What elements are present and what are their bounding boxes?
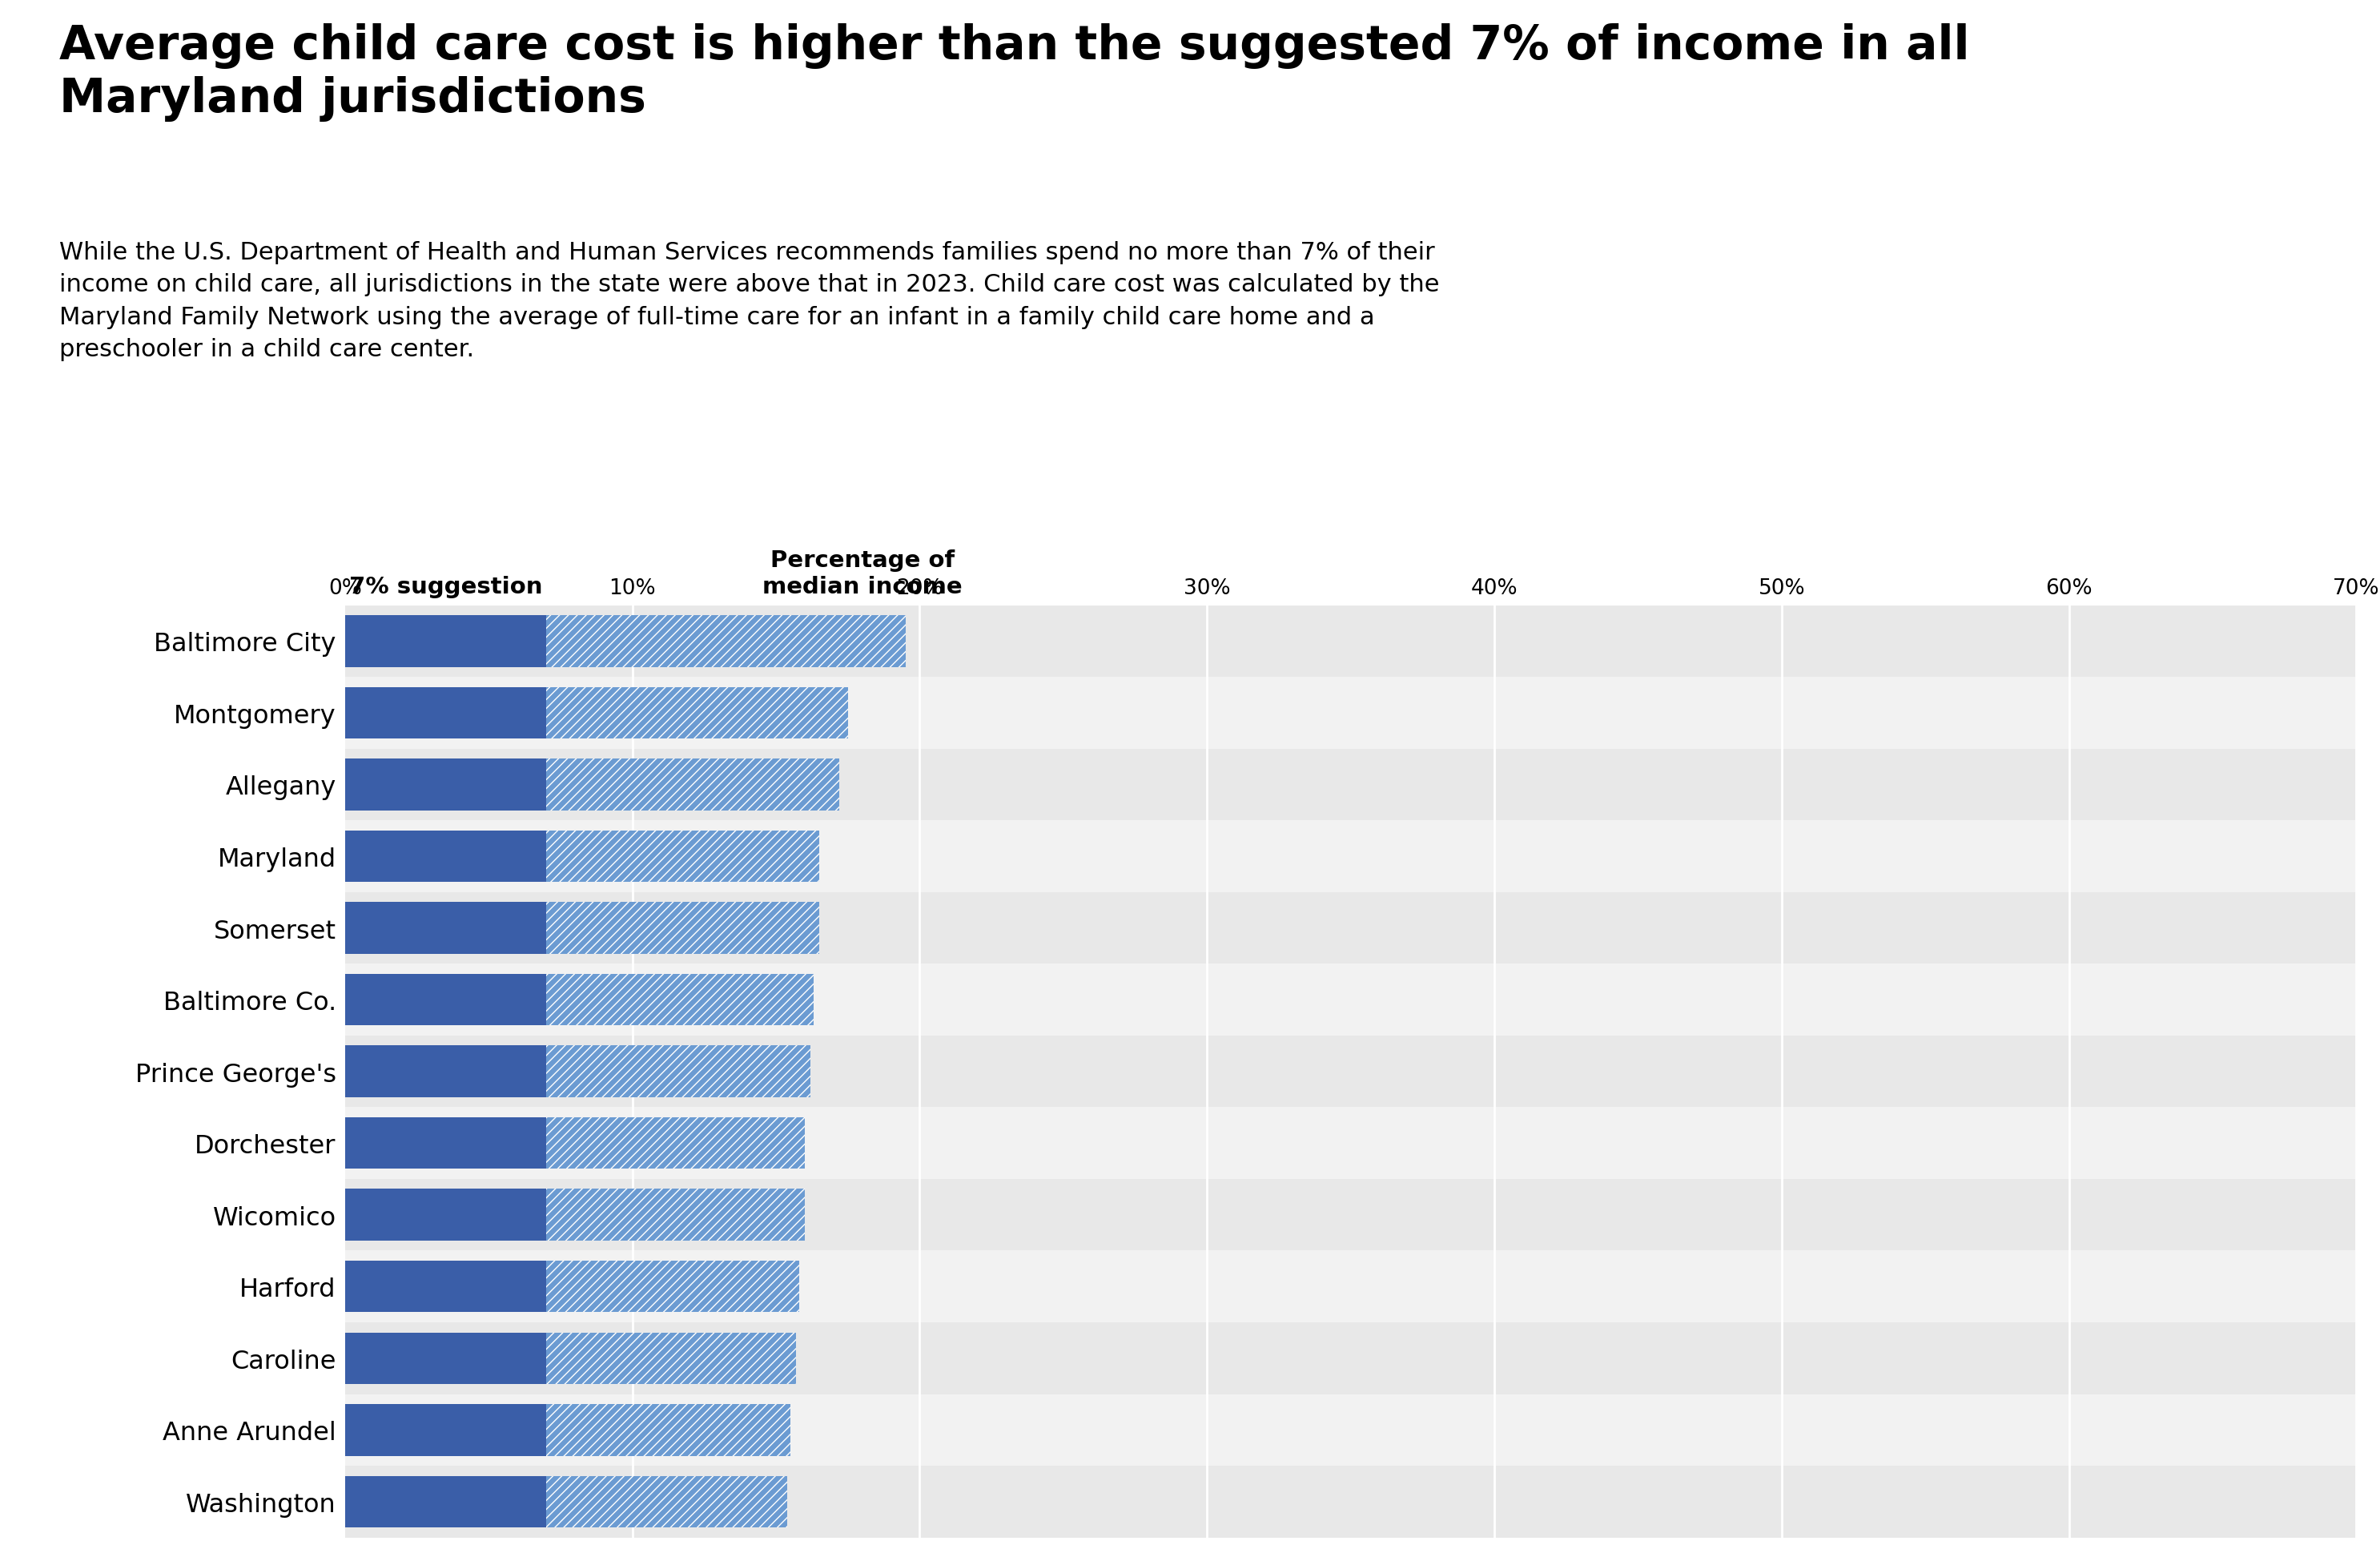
Text: Percentage of
median income: Percentage of median income [762,550,962,598]
Bar [345,688,547,739]
Text: Average child care cost is higher than the suggested 7% of income in all
Marylan: Average child care cost is higher than t… [60,23,1971,121]
Bar [345,1250,2356,1323]
Bar [345,893,2356,964]
Bar [547,1045,812,1098]
Bar [345,974,547,1025]
Bar [345,1466,2356,1537]
Text: 7% suggestion: 7% suggestion [350,576,543,598]
Bar [345,1332,547,1384]
Bar [345,1404,547,1455]
Bar [547,1475,788,1528]
Bar [345,1395,2356,1466]
Bar [345,902,547,954]
Bar [547,1190,804,1241]
Bar [345,615,547,668]
Bar [345,1261,547,1312]
Bar [345,831,547,882]
Bar [547,831,819,882]
Bar [345,1179,2356,1250]
Bar [345,1118,547,1169]
Bar [547,759,840,811]
Bar [547,974,814,1025]
Bar [345,820,2356,893]
Bar [345,1036,2356,1107]
Text: While the U.S. Department of Health and Human Services recommends families spend: While the U.S. Department of Health and … [60,241,1440,362]
Bar [547,1404,790,1455]
Bar [345,1323,2356,1395]
Bar [345,606,2356,677]
Bar [345,749,2356,820]
Bar [345,1107,2356,1179]
Bar [547,1118,804,1169]
Bar [547,902,819,954]
Bar [345,1045,547,1098]
Bar [345,964,2356,1036]
Bar [345,1190,547,1241]
Bar [547,1332,797,1384]
Bar [345,759,547,811]
Bar [547,1261,800,1312]
Bar [547,688,847,739]
Bar [345,677,2356,749]
Bar [547,615,904,668]
Bar [345,1475,547,1528]
